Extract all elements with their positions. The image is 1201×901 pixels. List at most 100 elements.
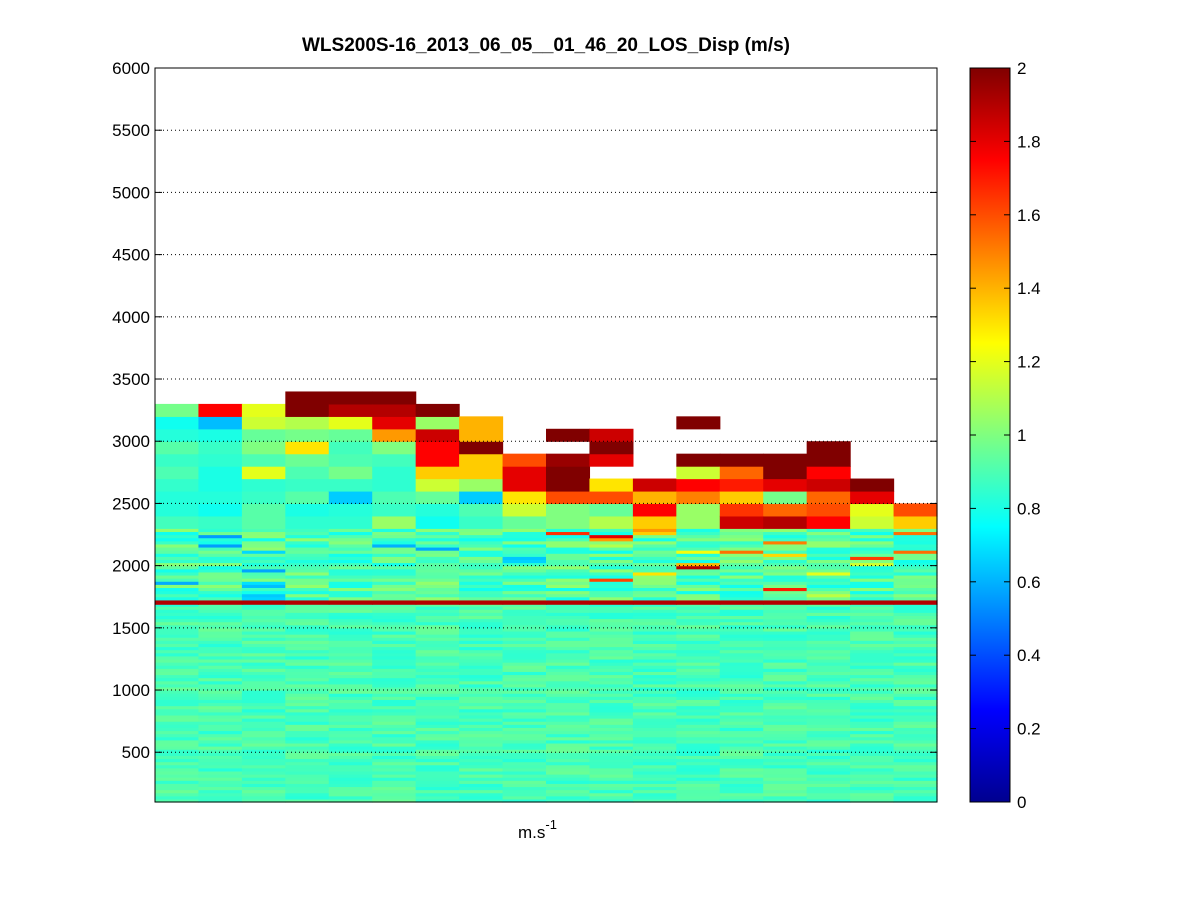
heatmap-cell <box>719 565 764 570</box>
heatmap-cell <box>806 534 851 539</box>
heatmap-cell <box>241 724 286 728</box>
heatmap-cell <box>155 416 200 430</box>
heatmap-cell <box>372 658 417 663</box>
heatmap-cell <box>763 761 808 766</box>
heatmap-cell <box>285 581 330 585</box>
heatmap-cell <box>546 774 591 778</box>
heatmap-cell <box>893 789 938 794</box>
heatmap-cell <box>459 606 504 610</box>
heatmap-cell <box>719 587 764 592</box>
heatmap-cell <box>328 634 373 638</box>
heatmap-cell <box>198 658 243 663</box>
heatmap-cell <box>763 630 808 635</box>
heatmap-cell <box>155 612 200 616</box>
heatmap-cell <box>459 690 504 694</box>
heatmap-cell <box>328 428 373 442</box>
heatmap-cell <box>459 668 504 672</box>
heatmap-cell <box>198 562 243 567</box>
heatmap-cell <box>285 718 330 722</box>
heatmap-cell <box>763 646 808 651</box>
heatmap-cell <box>763 478 808 492</box>
heatmap-cell <box>893 515 938 529</box>
heatmap-cell <box>546 546 591 551</box>
heatmap-cell <box>285 749 330 753</box>
heatmap-cell <box>415 543 460 548</box>
heatmap-cell <box>719 578 764 582</box>
heatmap-cell <box>415 789 460 794</box>
heatmap-cell <box>372 798 417 803</box>
heatmap-cell <box>850 593 895 598</box>
heatmap-cell <box>589 568 634 573</box>
heatmap-cell <box>806 624 851 629</box>
heatmap-cell <box>155 604 200 607</box>
heatmap-cell <box>589 752 634 756</box>
heatmap-cell <box>241 612 286 616</box>
heatmap-cell <box>806 581 851 585</box>
heatmap-cell <box>502 677 547 682</box>
heatmap-cell <box>372 662 417 666</box>
heatmap-cell <box>806 702 851 707</box>
heatmap-cell <box>676 618 721 623</box>
heatmap-cell <box>459 736 504 741</box>
heatmap-cell <box>893 746 938 750</box>
heatmap-cell <box>372 604 417 607</box>
heatmap-cell <box>850 746 895 750</box>
heatmap-cell <box>502 792 547 797</box>
heatmap-cell <box>676 702 721 707</box>
heatmap-cell <box>155 677 200 682</box>
heatmap-cell <box>589 593 634 598</box>
heatmap-cell <box>850 668 895 672</box>
heatmap-cell <box>459 624 504 629</box>
heatmap-cell <box>415 699 460 704</box>
heatmap-cell <box>285 668 330 672</box>
heatmap-cell <box>806 565 851 570</box>
heatmap-cell <box>328 795 373 800</box>
heatmap-cell <box>198 649 243 654</box>
heatmap-cell <box>632 798 677 803</box>
heatmap-cell <box>285 587 330 592</box>
heatmap-cell <box>589 761 634 766</box>
heatmap-cell <box>806 559 851 564</box>
heatmap-cell <box>285 711 330 716</box>
heatmap-cell <box>763 758 808 763</box>
heatmap-cell <box>589 609 634 613</box>
heatmap-cell <box>632 590 677 595</box>
heatmap-cell <box>676 612 721 616</box>
heatmap-cell <box>806 478 851 492</box>
heatmap-cell <box>546 652 591 657</box>
heatmap-cell <box>285 515 330 529</box>
heatmap-cell <box>719 604 764 607</box>
heatmap-cell <box>198 612 243 616</box>
heatmap-cell <box>763 724 808 728</box>
heatmap-cell <box>415 658 460 663</box>
heatmap-cell <box>763 453 808 480</box>
heatmap-cell <box>546 795 591 800</box>
heatmap-cell <box>155 767 200 772</box>
heatmap-cell <box>372 652 417 657</box>
heatmap-cell <box>285 559 330 564</box>
heatmap-cell <box>372 578 417 582</box>
heatmap-cell <box>893 604 938 607</box>
heatmap-cell <box>198 574 243 579</box>
heatmap-cell <box>546 584 591 588</box>
heatmap-cell <box>676 733 721 738</box>
heatmap-cell <box>155 795 200 800</box>
heatmap-cell <box>372 699 417 704</box>
heatmap-cell <box>806 724 851 728</box>
heatmap-cell <box>328 637 373 641</box>
heatmap-cell <box>893 677 938 682</box>
heatmap-cell <box>459 643 504 648</box>
heatmap-cell <box>241 674 286 679</box>
heatmap-cell <box>285 574 330 579</box>
heatmap-cell <box>502 630 547 635</box>
heatmap-cell <box>719 466 764 480</box>
y-tick-label: 4500 <box>112 246 150 265</box>
heatmap-cell <box>719 658 764 663</box>
heatmap-cell <box>806 540 851 545</box>
heatmap-cell <box>502 571 547 576</box>
heatmap-cell <box>763 786 808 791</box>
heatmap-cell <box>502 609 547 613</box>
heatmap-cell <box>676 556 721 561</box>
heatmap-cell <box>241 565 286 570</box>
heatmap-cell <box>241 578 286 582</box>
